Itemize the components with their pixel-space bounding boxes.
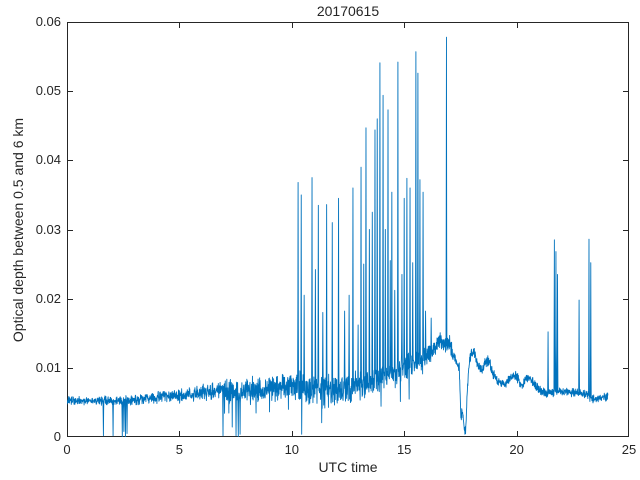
- y-tick-label-0: 0: [53, 429, 61, 444]
- plot-area: [67, 22, 629, 437]
- axes-box: [67, 22, 629, 437]
- x-tick-label-15: 15: [396, 442, 412, 457]
- y-tick-label-0.03: 0.03: [35, 221, 61, 237]
- y-tick-label-0.01: 0.01: [35, 359, 61, 375]
- data-series-line: [67, 36, 609, 437]
- x-tick-label-25: 25: [621, 442, 637, 457]
- x-tick-label-0: 0: [63, 442, 71, 457]
- chart-title: 20170615: [316, 3, 380, 19]
- y-tick-label-0.02: 0.02: [35, 290, 61, 306]
- plot-canvas: [67, 22, 629, 437]
- x-tick-label-20: 20: [509, 442, 524, 457]
- y-tick-label-0.05: 0.05: [35, 83, 61, 99]
- y-tick-label-0.06: 0.06: [35, 14, 61, 29]
- x-tick-label-5: 5: [175, 442, 183, 457]
- axis-tick-marks: [67, 22, 629, 437]
- x-axis-label: UTC time: [318, 459, 378, 475]
- y-tick-label-0.04: 0.04: [35, 152, 61, 168]
- x-tick-label-10: 10: [284, 442, 300, 457]
